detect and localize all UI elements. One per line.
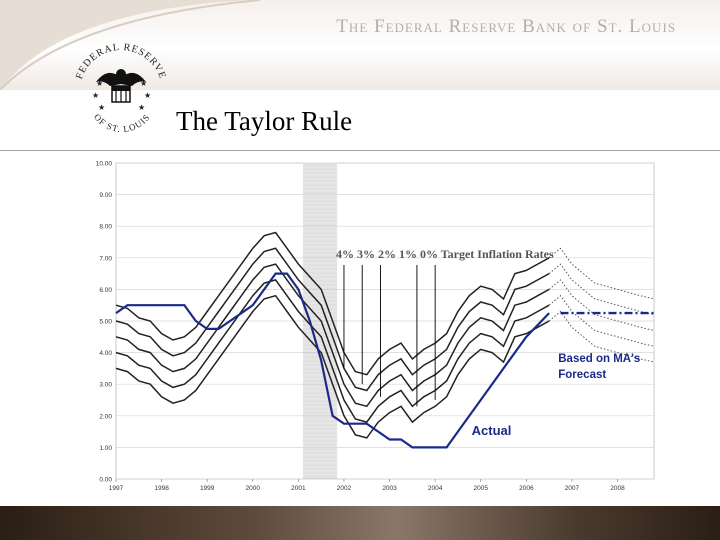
rate-line-2pct xyxy=(115,263,550,408)
y-tick-label: 5.00 xyxy=(99,319,112,326)
svg-text:★: ★ xyxy=(96,79,103,88)
rate-line-4pct xyxy=(115,231,550,376)
x-tick-label: 2001 xyxy=(291,485,306,492)
svg-text:★: ★ xyxy=(92,91,99,100)
forecast-line xyxy=(548,295,655,347)
y-tick-label: 8.00 xyxy=(99,224,112,231)
y-tick-label: 6.00 xyxy=(99,287,112,294)
rate-line-1pct xyxy=(115,279,550,423)
x-tick-label: 1997 xyxy=(109,485,124,492)
x-tick-label: 1998 xyxy=(154,485,169,492)
forecast-label-1: Based on MA's xyxy=(558,353,640,365)
title-divider xyxy=(0,150,720,151)
x-tick-label: 2002 xyxy=(337,485,352,492)
x-tick-label: 2005 xyxy=(474,485,489,492)
y-tick-label: 9.00 xyxy=(99,192,112,199)
svg-text:★: ★ xyxy=(140,79,147,88)
y-tick-label: 3.00 xyxy=(99,382,112,389)
eagle-seal-icon: FEDERAL RESERVE OF ST. LOUIS ★ ★ ★ ★ ★ ★ xyxy=(74,42,167,134)
x-tick-label: 2003 xyxy=(382,485,397,492)
rate-line-0pct xyxy=(115,294,550,439)
x-tick-label: 2006 xyxy=(519,485,534,492)
forecast-label-2: Forecast xyxy=(558,369,606,381)
y-tick-label: 10.00 xyxy=(96,161,113,168)
target-inflation-label: 4% 3% 2% 1% 0% Target Inflation Rates xyxy=(336,247,554,261)
y-tick-label: 4.00 xyxy=(99,350,112,357)
y-tick-label: 1.00 xyxy=(99,445,112,452)
forecast-line xyxy=(548,310,655,363)
forecast-line xyxy=(548,247,655,300)
taylor-rule-chart: 0.00 1.00 2.00 3.00 4.00 5.00 6.00 7.00 8.00 9.00… xyxy=(96,161,655,492)
actual-line xyxy=(115,272,550,449)
slide-title: The Taylor Rule xyxy=(176,106,353,136)
rate-line-3pct xyxy=(115,247,550,392)
x-tick-label: 2000 xyxy=(246,485,261,492)
x-tick-label: 2008 xyxy=(610,485,625,492)
x-tick-label: 2004 xyxy=(428,485,443,492)
forecast-line xyxy=(548,279,655,331)
y-tick-label: 0.00 xyxy=(99,477,112,484)
forecast-line xyxy=(548,263,655,316)
x-tick-label: 2007 xyxy=(565,485,580,492)
y-tick-label: 2.00 xyxy=(99,413,112,420)
svg-text:★: ★ xyxy=(138,103,145,112)
svg-text:★: ★ xyxy=(144,91,151,100)
seal-text-bottom: OF ST. LOUIS xyxy=(92,112,151,134)
footer-bar xyxy=(0,506,720,540)
org-name: The Federal Reserve Bank of St. Louis xyxy=(336,16,676,37)
y-tick-label: 7.00 xyxy=(99,255,112,262)
svg-text:OF ST. LOUIS: OF ST. LOUIS xyxy=(92,112,152,134)
actual-label: Actual xyxy=(472,423,512,438)
banner-arc-decoration xyxy=(0,0,261,90)
svg-text:★: ★ xyxy=(98,103,105,112)
x-tick-label: 1999 xyxy=(200,485,215,492)
